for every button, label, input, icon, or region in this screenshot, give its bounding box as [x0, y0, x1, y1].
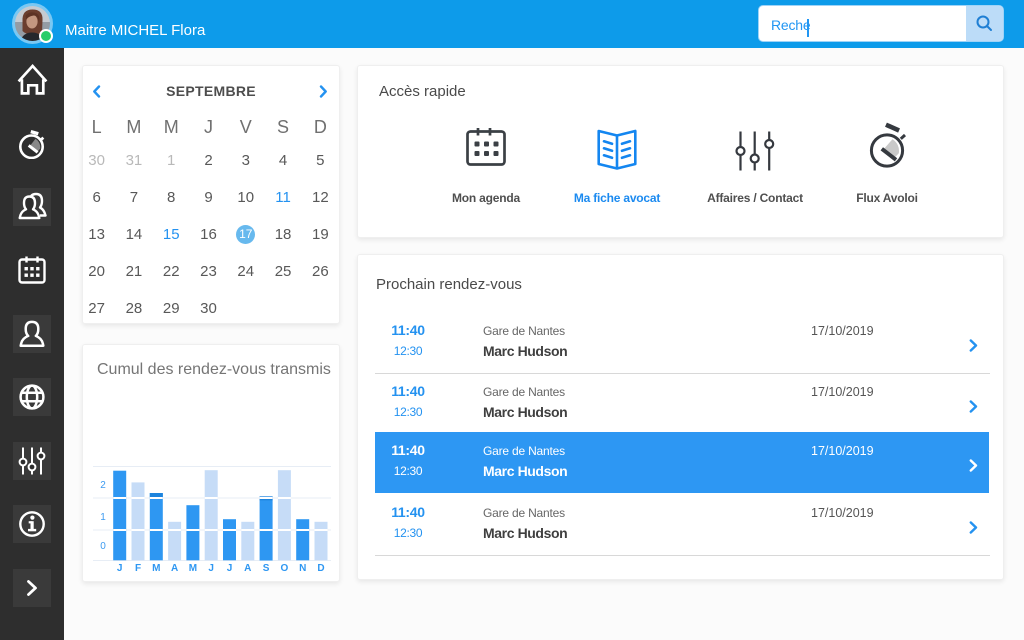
svg-text:2: 2 — [100, 480, 106, 491]
svg-text:N: N — [299, 563, 306, 574]
svg-text:J: J — [227, 563, 233, 574]
svg-text:J: J — [208, 563, 214, 574]
svg-text:A: A — [171, 563, 178, 574]
svg-text:A: A — [244, 563, 251, 574]
svg-text:F: F — [135, 563, 141, 574]
svg-text:J: J — [117, 563, 123, 574]
svg-text:S: S — [263, 563, 270, 574]
svg-text:D: D — [317, 563, 324, 574]
svg-text:M: M — [152, 563, 160, 574]
svg-text:0: 0 — [100, 541, 106, 552]
svg-text:1: 1 — [100, 512, 106, 523]
svg-text:O: O — [281, 563, 289, 574]
svg-text:M: M — [189, 563, 197, 574]
